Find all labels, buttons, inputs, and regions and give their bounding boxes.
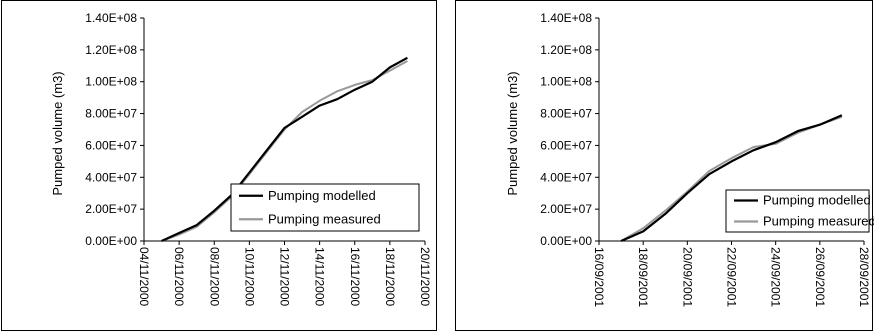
chart-panel-right: 0.00E+00 2.00E+07 4.00E+07 6.00E+07 8.00E+07… (455, 0, 874, 331)
y-tick-label: 6.00E+07 (540, 138, 592, 152)
y-tick-label: 2.00E+07 (540, 202, 592, 216)
x-tick-label: 08/11/2000 (207, 247, 221, 306)
legend-label: Pumping modelled (763, 193, 871, 208)
series-line-modelled (620, 114, 843, 243)
x-tick-label: 16/11/2000 (348, 247, 362, 306)
y-tick-label: 8.00E+07 (85, 107, 137, 121)
chart-left: 0.00E+00 2.00E+07 4.00E+07 6.00E+07 8.00E+07… (50, 11, 432, 306)
y-tick-label: 0.00E+00 (85, 234, 137, 248)
legend-label: Pumping measured (763, 214, 874, 229)
x-tick-label: 18/11/2000 (383, 247, 397, 306)
x-tick-label: 26/09/2001 (813, 247, 827, 307)
x-tick-label: 14/11/2000 (313, 247, 327, 306)
y-tick-label: 4.00E+07 (85, 170, 137, 184)
y-tick-label: 2.00E+07 (85, 202, 137, 216)
chart-panel-left: 0.00E+00 2.00E+07 4.00E+07 6.00E+07 8.00E+07… (1, 0, 437, 331)
legend: Pumping modelled Pumping measured (230, 183, 420, 232)
y-tick-label: 0.00E+00 (540, 234, 592, 248)
x-tick-label: 22/09/2001 (725, 247, 739, 307)
y-tick-label: 1.20E+08 (540, 43, 592, 57)
legend-label: Pumping measured (268, 211, 381, 226)
y-tick-label: 6.00E+07 (85, 138, 137, 152)
x-tick-label: 04/11/2000 (137, 247, 151, 306)
x-tick-label: 06/11/2000 (172, 247, 186, 306)
y-tick-label: 1.00E+08 (540, 75, 592, 89)
series-line-modelled (161, 56, 408, 243)
x-tick-label: 20/11/2000 (418, 247, 432, 306)
legend-box (725, 189, 870, 233)
x-tick-label: 20/09/2001 (680, 247, 694, 307)
y-tick-label: 1.40E+08 (540, 11, 592, 25)
x-tick-label: 10/11/2000 (242, 247, 256, 306)
x-tick-label: 16/09/2001 (592, 247, 606, 307)
y-tick-label: 1.40E+08 (85, 11, 137, 25)
y-tick-label: 1.00E+08 (85, 75, 137, 89)
x-tick-label: 18/09/2001 (636, 247, 650, 307)
y-axis-title: Pumped volume (m3) (50, 71, 65, 195)
legend-box (230, 183, 420, 232)
legend: Pumping modelled Pumping measured (725, 189, 874, 233)
y-tick-label: 4.00E+07 (540, 170, 592, 184)
legend-label: Pumping modelled (268, 188, 376, 203)
y-tick-label: 1.20E+08 (85, 43, 137, 57)
x-tick-label: 28/09/2001 (857, 247, 871, 307)
y-tick-label: 8.00E+07 (540, 107, 592, 121)
x-tick-label: 12/11/2000 (278, 247, 292, 306)
y-axis-title: Pumped volume (m3) (505, 71, 520, 195)
chart-right: 0.00E+00 2.00E+07 4.00E+07 6.00E+07 8.00E+07… (505, 11, 874, 307)
x-tick-label: 24/09/2001 (769, 247, 783, 307)
